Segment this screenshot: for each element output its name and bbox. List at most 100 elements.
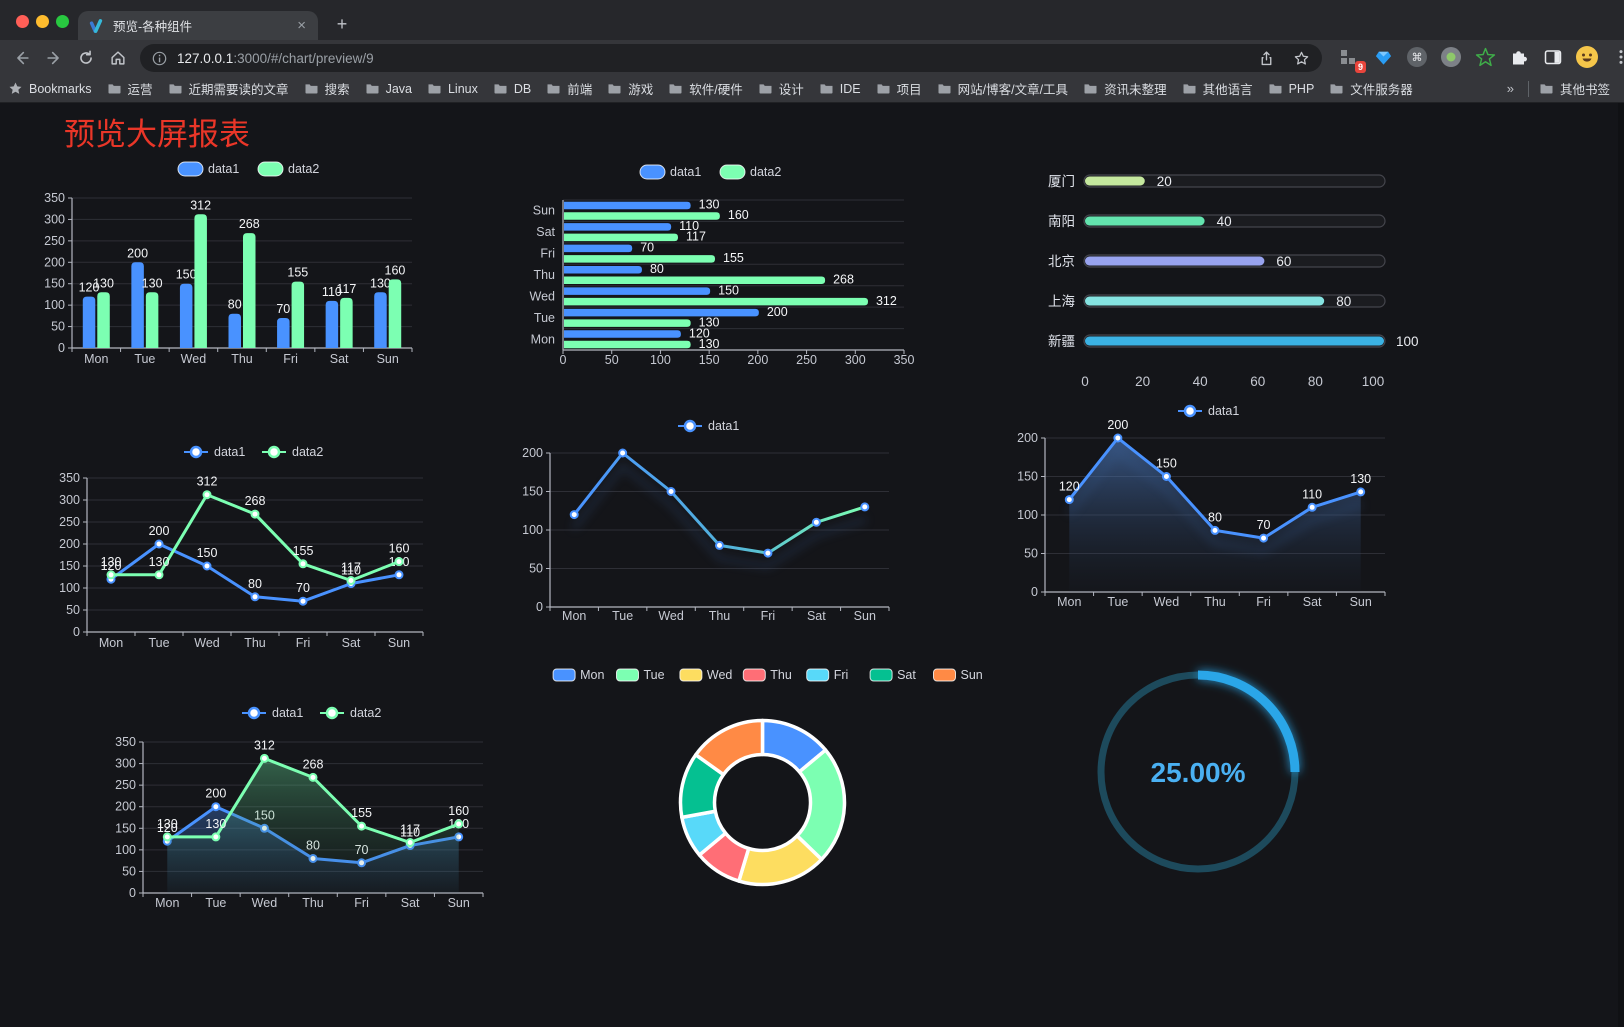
extension-dice-icon[interactable]: 9 bbox=[1336, 44, 1366, 73]
svg-text:50: 50 bbox=[51, 320, 65, 334]
bookmark-item[interactable]: 文件服务器 bbox=[1329, 79, 1413, 98]
svg-text:Mon: Mon bbox=[562, 609, 586, 623]
site-info-icon[interactable] bbox=[152, 51, 167, 66]
svg-text:Tue: Tue bbox=[148, 636, 169, 650]
svg-text:Thu: Thu bbox=[302, 896, 324, 910]
svg-text:Sun: Sun bbox=[448, 896, 470, 910]
chart-area-dual[interactable]: data1 data2 0 50 100 150 200 250 300 350 Mon Tue Wed… bbox=[100, 685, 530, 920]
svg-text:150: 150 bbox=[176, 268, 197, 282]
svg-text:130: 130 bbox=[93, 276, 114, 290]
svg-text:150: 150 bbox=[115, 821, 136, 835]
bookmark-item[interactable]: 网站/博客/文章/工具 bbox=[937, 79, 1068, 98]
svg-text:0: 0 bbox=[560, 353, 567, 367]
bookmark-item[interactable]: 项目 bbox=[876, 79, 922, 98]
browser-tab[interactable]: 预览-各种组件 × bbox=[78, 11, 318, 40]
chart-progress-ring[interactable]: 25.00% bbox=[1080, 655, 1330, 897]
other-bookmarks-folder[interactable]: 其他书签 bbox=[1539, 79, 1610, 98]
bookmark-item[interactable]: IDE bbox=[819, 81, 861, 96]
svg-text:110: 110 bbox=[322, 285, 342, 299]
reload-button[interactable] bbox=[72, 44, 100, 72]
svg-text:80: 80 bbox=[248, 577, 262, 591]
svg-text:200: 200 bbox=[44, 255, 65, 269]
forward-button[interactable] bbox=[40, 44, 68, 72]
svg-text:data1: data1 bbox=[1208, 404, 1239, 418]
svg-text:160: 160 bbox=[389, 542, 410, 556]
side-panel-icon[interactable] bbox=[1540, 44, 1566, 70]
bookmark-item[interactable]: Linux bbox=[427, 81, 478, 96]
svg-text:110: 110 bbox=[1302, 487, 1322, 501]
svg-text:117: 117 bbox=[400, 823, 420, 837]
back-button[interactable] bbox=[8, 44, 36, 72]
svg-text:150: 150 bbox=[59, 559, 80, 573]
bookmark-item[interactable]: 其他语言 bbox=[1182, 79, 1253, 98]
bookmark-item[interactable]: Java bbox=[365, 81, 412, 96]
svg-text:130: 130 bbox=[101, 555, 122, 569]
bookmark-item[interactable]: 搜索 bbox=[304, 79, 350, 98]
bookmark-item[interactable]: 游戏 bbox=[607, 79, 653, 98]
chart-bar-grouped[interactable]: data1 data2 0 50 100 150 200 250 300 350 Mon Tue Wed… bbox=[40, 150, 470, 375]
bookmark-item[interactable]: 近期需要读的文章 bbox=[168, 79, 289, 98]
folder-icon bbox=[305, 84, 318, 94]
svg-text:80: 80 bbox=[1336, 294, 1351, 309]
home-button[interactable] bbox=[104, 44, 132, 72]
bookmarks-overflow-button[interactable]: » bbox=[1506, 81, 1514, 96]
svg-text:100: 100 bbox=[59, 581, 80, 595]
svg-text:312: 312 bbox=[197, 475, 218, 489]
new-tab-button[interactable]: + bbox=[336, 14, 348, 34]
folder-icon bbox=[1330, 84, 1343, 94]
scrollbar-track[interactable] bbox=[1618, 103, 1624, 1027]
url-text[interactable]: 127.0.0.1:3000/#/chart/preview/9 bbox=[177, 50, 374, 66]
extension-gem-icon[interactable] bbox=[1370, 44, 1396, 70]
extension-record-icon[interactable] bbox=[1438, 44, 1464, 70]
svg-text:130: 130 bbox=[157, 817, 178, 831]
svg-text:0: 0 bbox=[1031, 585, 1038, 599]
profile-avatar[interactable] bbox=[1574, 44, 1600, 70]
chart-area-single[interactable]: data1 0 50 100 150 200 Mon Tue Wed Thu Fri Sat Sun 12… bbox=[985, 390, 1425, 620]
bookmark-item[interactable]: 资讯未整理 bbox=[1083, 79, 1167, 98]
svg-text:Sat: Sat bbox=[401, 896, 420, 910]
svg-text:Sun: Sun bbox=[388, 636, 410, 650]
svg-text:Fri: Fri bbox=[540, 247, 555, 261]
bookmark-item[interactable]: 运营 bbox=[107, 79, 153, 98]
svg-text:300: 300 bbox=[59, 493, 80, 507]
svg-text:150: 150 bbox=[718, 283, 739, 297]
extension-command-icon[interactable]: ⌘ bbox=[1404, 44, 1430, 70]
svg-text:130: 130 bbox=[205, 817, 226, 831]
bookmark-star-icon[interactable] bbox=[1293, 50, 1310, 67]
svg-text:Sat: Sat bbox=[897, 668, 916, 682]
chart-capsule-bars[interactable]: 厦门 20 南阳 40 北京 60 上海 80 新疆 100 0 20 40 60 80 100 bbox=[985, 150, 1425, 398]
folder-icon bbox=[547, 84, 560, 94]
svg-text:150: 150 bbox=[1017, 470, 1038, 484]
svg-text:40: 40 bbox=[1193, 374, 1208, 389]
close-window-button[interactable] bbox=[16, 15, 29, 28]
extensions-puzzle-icon[interactable] bbox=[1506, 44, 1532, 70]
share-icon[interactable] bbox=[1258, 50, 1275, 67]
bookmark-item[interactable]: PHP bbox=[1268, 81, 1314, 96]
bookmark-item[interactable]: 前端 bbox=[546, 79, 592, 98]
svg-text:20: 20 bbox=[1157, 174, 1172, 189]
svg-text:Sat: Sat bbox=[1303, 595, 1322, 609]
extension-green-star-icon[interactable] bbox=[1472, 44, 1498, 70]
chart-line-gradient[interactable]: data1 0 50 100 150 200 Mon Tue Wed Thu Fri Sat Sun bbox=[500, 400, 930, 630]
bookmark-item[interactable]: 设计 bbox=[758, 79, 804, 98]
address-bar[interactable]: 127.0.0.1:3000/#/chart/preview/9 bbox=[140, 44, 1322, 72]
folder-icon bbox=[938, 84, 951, 94]
minimize-window-button[interactable] bbox=[36, 15, 49, 28]
tab-close-icon[interactable]: × bbox=[297, 17, 306, 34]
svg-text:200: 200 bbox=[59, 537, 80, 551]
maximize-window-button[interactable] bbox=[56, 15, 69, 28]
chart-line-basic[interactable]: data1 data2 0 50 100 150 200 250 300 350 Mon Tue Wed… bbox=[40, 435, 470, 660]
bookmark-item[interactable]: 软件/硬件 bbox=[668, 79, 743, 98]
svg-text:155: 155 bbox=[723, 251, 744, 265]
svg-text:厦门: 厦门 bbox=[1048, 174, 1075, 189]
chart-bar-horizontal[interactable]: data1 data2 0 50 100 150 200 250 300 350 Sun 130 160… bbox=[500, 150, 930, 375]
bookmark-item[interactable]: DB bbox=[493, 81, 531, 96]
svg-text:200: 200 bbox=[767, 305, 788, 319]
svg-text:120: 120 bbox=[1059, 480, 1080, 494]
browser-menu-icon[interactable] bbox=[1608, 44, 1624, 70]
svg-text:150: 150 bbox=[44, 277, 65, 291]
chart-donut[interactable]: Mon Tue Wed Thu Fri Sat Sun bbox=[545, 655, 995, 897]
folder-icon bbox=[108, 84, 121, 94]
folder-icon bbox=[494, 84, 507, 94]
bookmarks-manager-item[interactable]: Bookmarks bbox=[8, 81, 92, 96]
